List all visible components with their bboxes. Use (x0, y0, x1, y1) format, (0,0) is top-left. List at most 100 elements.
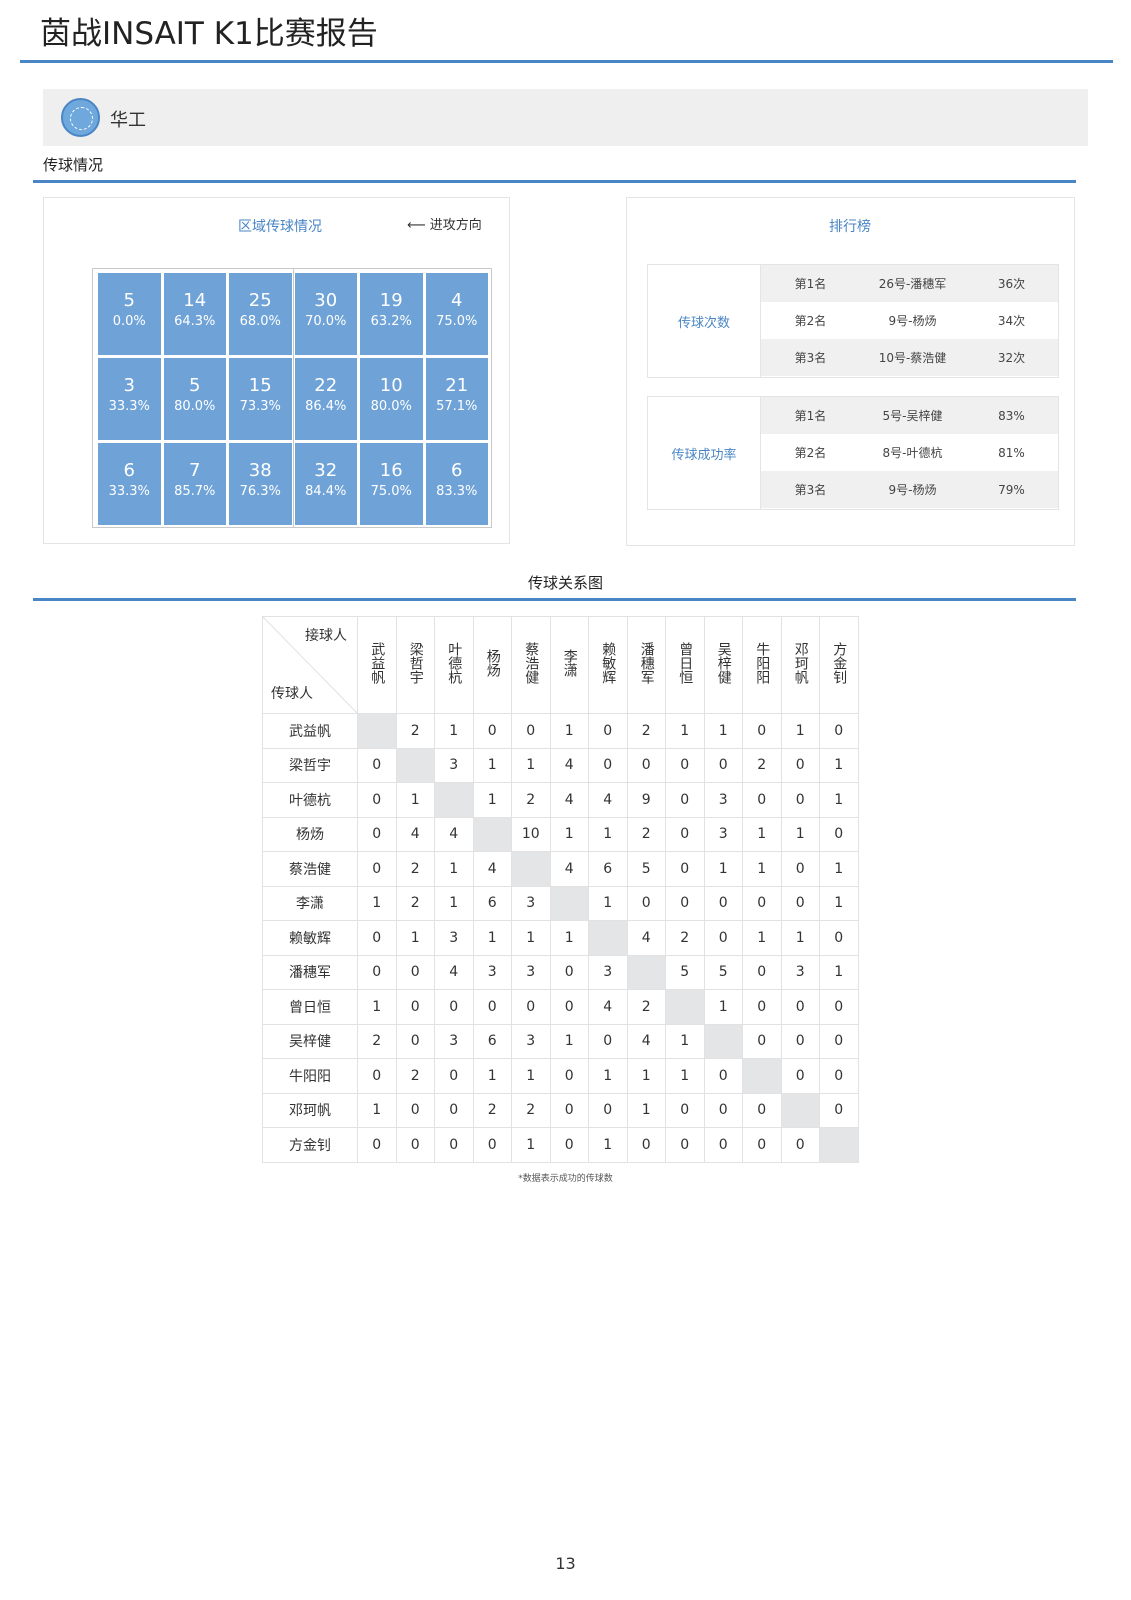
team-name: 华工 (110, 110, 146, 131)
matrix-self-cell (395, 747, 435, 783)
pitch-zone: 10 80.0% (360, 358, 423, 440)
matrix-cell: 0 (588, 747, 628, 783)
receiver-label: 接球人 (305, 628, 347, 644)
matrix-cell: 0 (780, 1058, 820, 1094)
passer-name: 武益帆 (262, 713, 358, 749)
matrix-cell: 0 (549, 1058, 589, 1094)
matrix-cell: 0 (588, 1092, 628, 1128)
receiver-column-header: 叶德杭 (434, 616, 474, 714)
section-title-passing: 传球情况 (43, 156, 104, 174)
matrix-cell: 1 (819, 885, 859, 921)
matrix-cell: 0 (357, 954, 397, 990)
receiver-column-header: 杨炀 (472, 616, 512, 714)
document-title: 茵战INSAIT K1比赛报告 (40, 16, 378, 52)
zone-success-rate: 85.7% (174, 484, 216, 499)
matrix-cell: 0 (395, 1023, 435, 1059)
matrix-cell: 1 (819, 851, 859, 887)
pitch-zone: 6 83.3% (425, 443, 488, 525)
matrix-self-cell (549, 885, 589, 921)
matrix-cell: 4 (434, 954, 474, 990)
matrix-row: 赖敏辉 0 1 3 1 1 1 4 2 0 1 1 0 (262, 920, 859, 956)
matrix-row: 叶德杭 0 1 1 2 4 4 9 0 3 0 0 1 (262, 782, 859, 818)
section-divider-passing (33, 180, 1076, 183)
matrix-cell: 3 (434, 920, 474, 956)
pass-matrix-table: 接球人 传球人 武益帆 梁哲宇 叶德杭 杨炀 蔡浩健 李潇 赖敏辉 潘穗军 曾日恒 吴梓健 牛阳阳邓… (262, 616, 859, 1163)
section-divider-relation (33, 598, 1076, 601)
matrix-cell: 1 (626, 1058, 666, 1094)
matrix-body: 武益帆 2 1 0 0 1 0 2 1 1 0 1 0 梁哲宇 0 3 1 1 4 0 0 0 0 2 0 1 叶德杭 0 1 1 2 4 4 9… (262, 713, 859, 1163)
matrix-row: 梁哲宇 0 3 1 1 4 0 0 0 0 2 0 1 (262, 747, 859, 783)
receiver-name: 吴梓健 (715, 642, 732, 684)
passer-name: 梁哲宇 (262, 747, 358, 783)
matrix-cell: 1 (357, 1092, 397, 1128)
matrix-self-cell (434, 782, 474, 818)
matrix-cell: 0 (434, 989, 474, 1025)
matrix-cell: 0 (665, 885, 705, 921)
zone-passing-panel: 区域传球情况 ⟵ 进攻方向 5 0.0% 14 64.3% 25 68.0% 30 70.0%… (43, 197, 510, 544)
zone-pass-count: 10 (379, 375, 403, 396)
zone-pass-count: 5 (123, 290, 135, 311)
pitch-zone: 16 75.0% (360, 443, 423, 525)
rank-player: 10号-蔡浩健 (878, 351, 947, 365)
matrix-cell: 4 (549, 747, 589, 783)
matrix-cell: 2 (626, 816, 666, 852)
matrix-cell: 0 (357, 747, 397, 783)
matrix-cell: 0 (780, 1127, 820, 1163)
zone-pass-count: 7 (189, 460, 201, 481)
matrix-cell: 0 (819, 920, 859, 956)
matrix-cell: 0 (472, 713, 512, 749)
matrix-cell: 0 (742, 782, 782, 818)
matrix-cell: 1 (742, 851, 782, 887)
pitch-zone: 32 84.4% (294, 443, 357, 525)
matrix-cell: 1 (588, 816, 628, 852)
receiver-name: 武益帆 (369, 642, 386, 684)
matrix-cell: 0 (703, 747, 743, 783)
matrix-cell: 1 (472, 920, 512, 956)
ranking-row: 第2名 9号-杨炀 34次 (761, 302, 1058, 339)
matrix-cell: 0 (819, 1023, 859, 1059)
matrix-cell: 1 (819, 747, 859, 783)
matrix-cell: 0 (703, 1127, 743, 1163)
matrix-cell: 3 (511, 885, 551, 921)
zone-success-rate: 76.3% (239, 484, 281, 499)
matrix-cell: 0 (549, 954, 589, 990)
matrix-cell: 0 (665, 816, 705, 852)
receiver-column-header: 赖敏辉 (588, 616, 628, 714)
matrix-footnote: *数据表示成功的传球数 (518, 1174, 613, 1184)
pitch-zone: 6 33.3% (98, 443, 161, 525)
zone-pass-count: 4 (451, 290, 463, 311)
pitch-diagram: 5 0.0% 14 64.3% 25 68.0% 30 70.0% 19 63.2% 4 75.0% 3… (92, 268, 492, 528)
matrix-row: 潘穗军 0 0 4 3 3 0 3 5 5 0 3 1 (262, 954, 859, 990)
matrix-cell: 0 (357, 782, 397, 818)
receiver-column-header: 梁哲宇 (395, 616, 435, 714)
zone-grid: 5 0.0% 14 64.3% 25 68.0% 30 70.0% 19 63.2% 4 75.0% 3… (98, 273, 488, 525)
matrix-cell: 1 (395, 782, 435, 818)
matrix-cell: 0 (742, 713, 782, 749)
passer-name: 曾日恒 (262, 989, 358, 1025)
zone-pass-count: 25 (248, 290, 272, 311)
passer-name: 邓珂帆 (262, 1092, 358, 1128)
title-divider (20, 60, 1113, 63)
matrix-cell: 5 (703, 954, 743, 990)
matrix-row: 曾日恒 1 0 0 0 0 0 4 2 1 0 0 0 (262, 989, 859, 1025)
receiver-column-header: 方金钊 (819, 616, 859, 714)
matrix-cell: 1 (549, 920, 589, 956)
ranking-row: 第2名 8号-叶德杭 81% (761, 434, 1058, 471)
ranking-row: 第1名 5号-吴梓健 83% (761, 397, 1058, 434)
team-header: 华工 (43, 89, 1088, 146)
matrix-cell: 0 (588, 1023, 628, 1059)
receiver-name: 牛阳阳 (754, 642, 771, 684)
passer-name: 杨炀 (262, 816, 358, 852)
rank-position: 第1名 (794, 409, 827, 423)
matrix-cell: 0 (742, 1127, 782, 1163)
rank-player: 8号-叶德杭 (882, 446, 943, 460)
matrix-row: 牛阳阳 0 2 0 1 1 0 1 1 1 0 0 0 (262, 1058, 859, 1094)
matrix-cell: 0 (395, 989, 435, 1025)
matrix-cell: 1 (780, 920, 820, 956)
matrix-cell: 1 (549, 1023, 589, 1059)
matrix-cell: 1 (357, 989, 397, 1025)
matrix-cell: 0 (665, 1127, 705, 1163)
matrix-cell: 0 (703, 1058, 743, 1094)
pitch-zone: 38 76.3% (229, 443, 292, 525)
matrix-cell: 1 (549, 713, 589, 749)
